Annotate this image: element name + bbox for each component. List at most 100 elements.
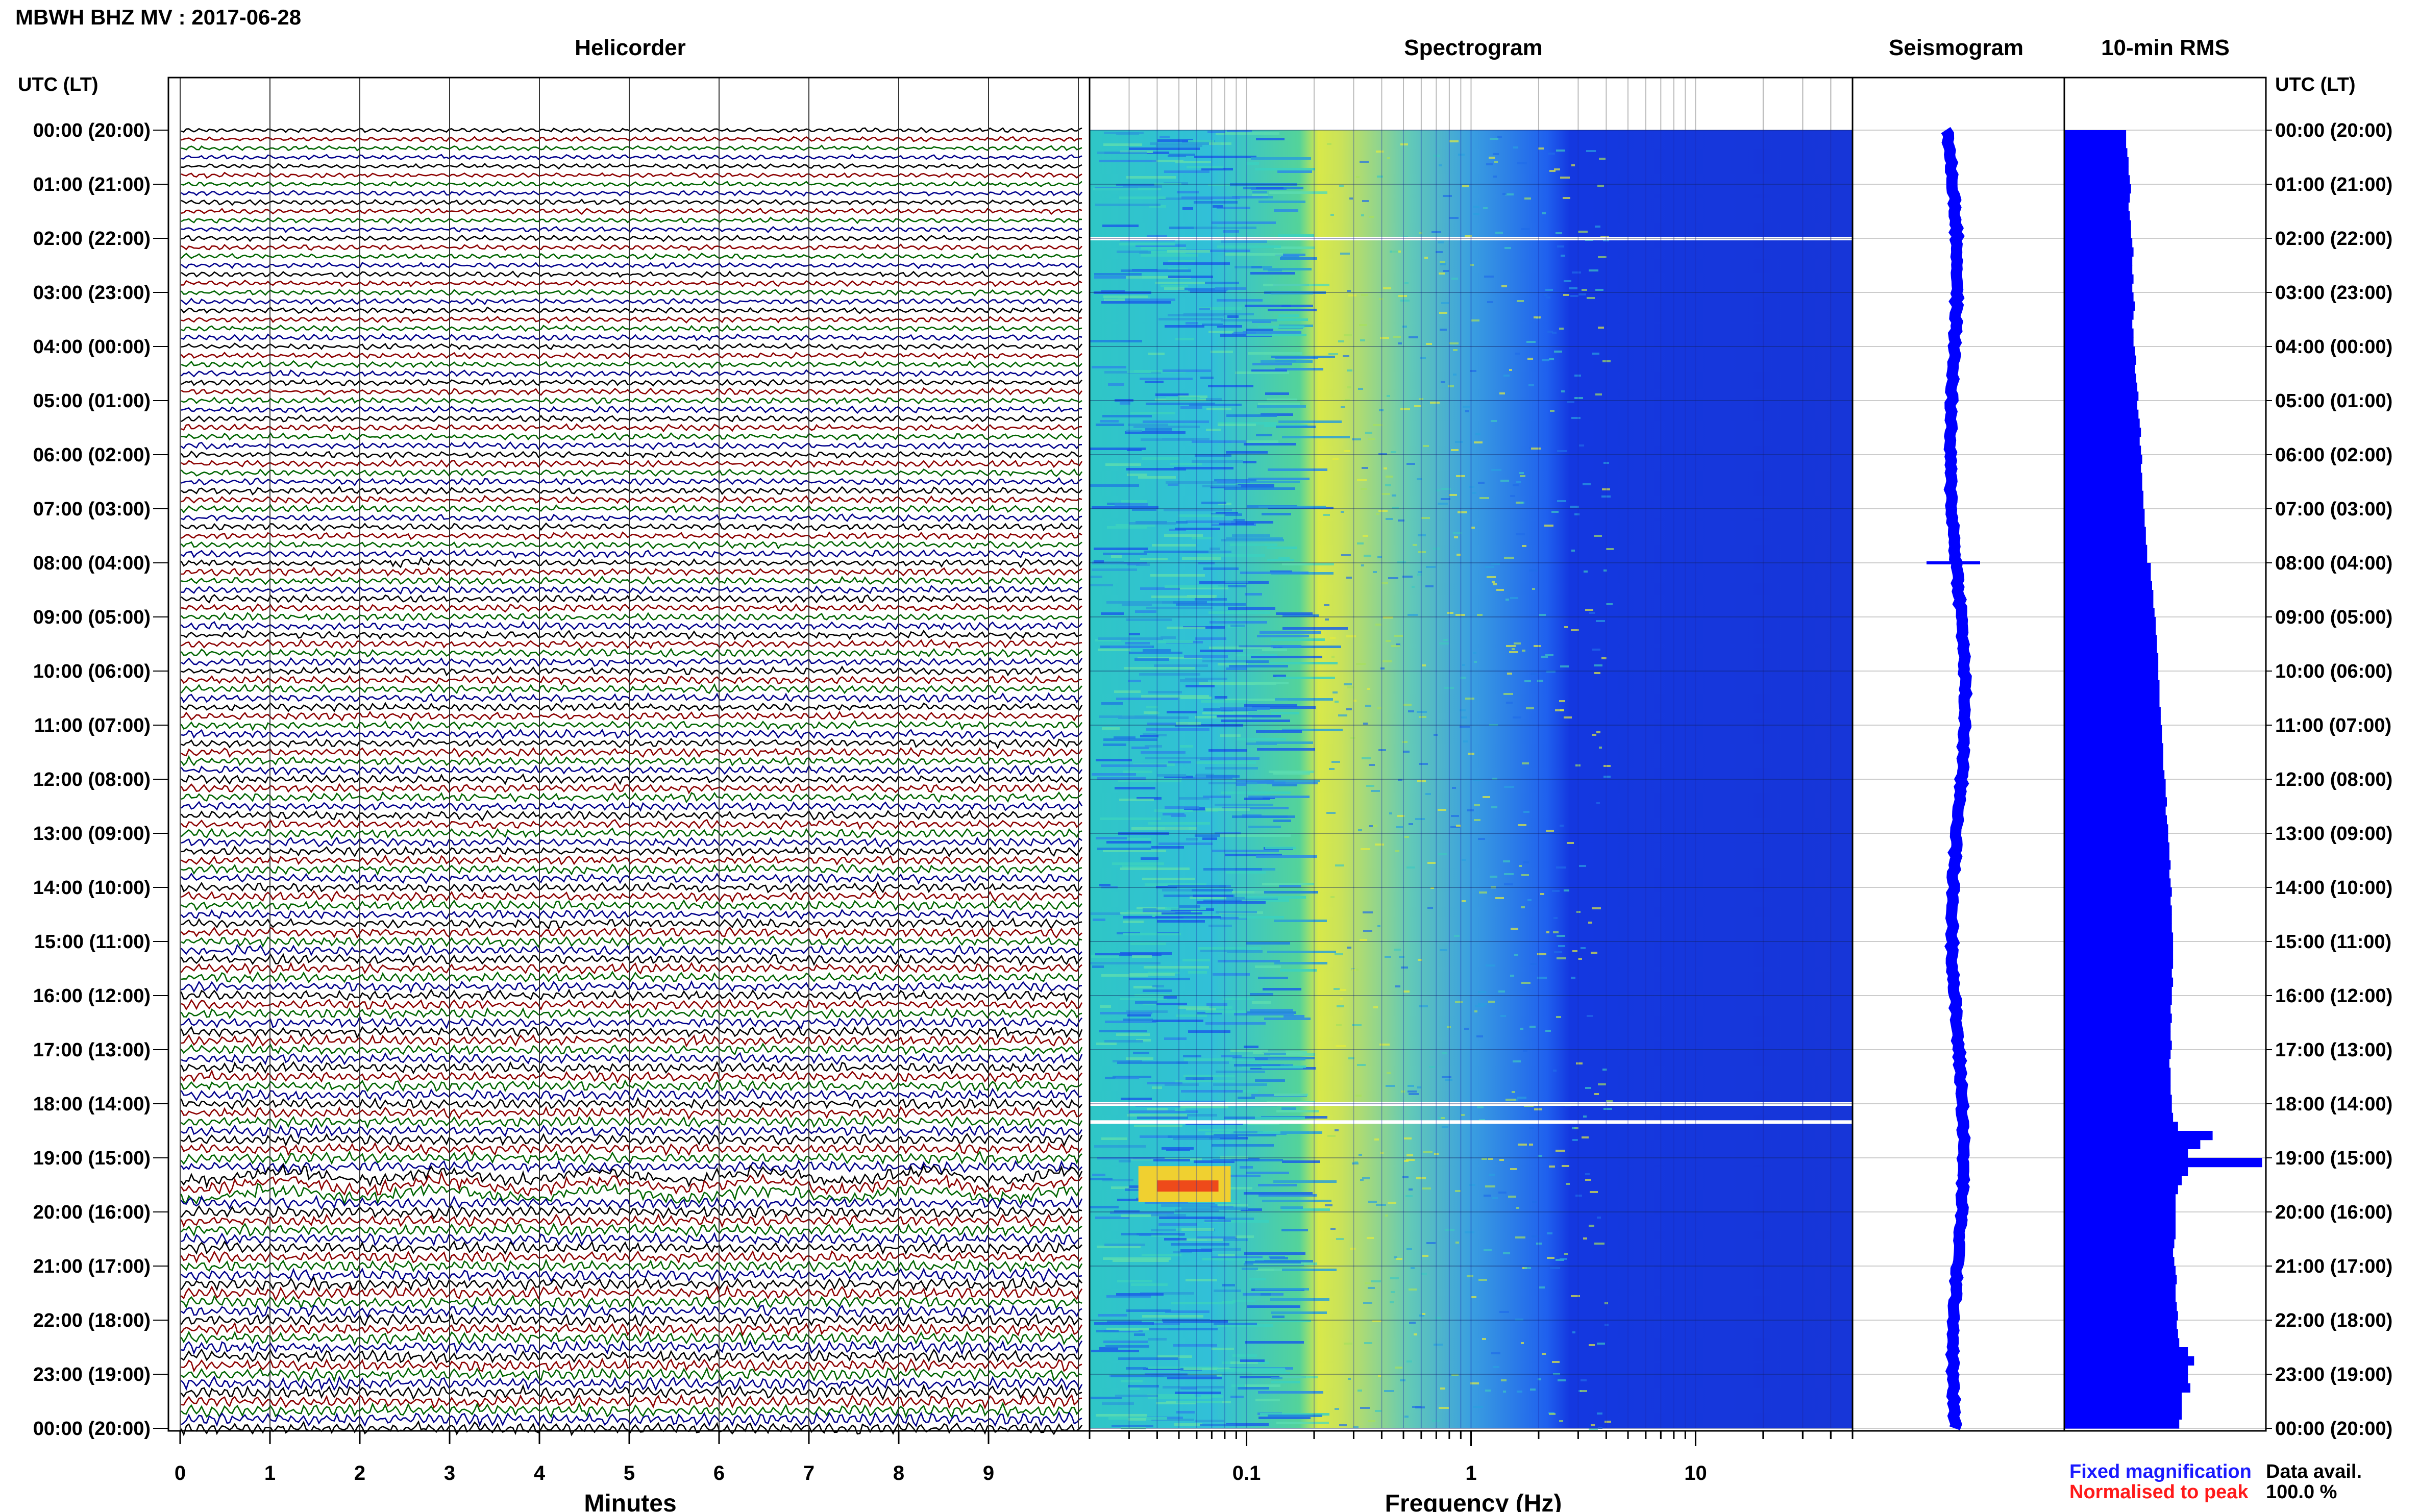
rms-bar	[2064, 130, 2127, 140]
spectrogram-speck	[1534, 316, 1541, 318]
helicorder-trace	[181, 1348, 1083, 1364]
spectrogram-speck	[1589, 1225, 1594, 1227]
spectrogram-streak	[1236, 738, 1286, 740]
spectrogram-streak	[1120, 952, 1172, 955]
spectrogram-streak	[1209, 142, 1231, 145]
spectrogram-speck	[1417, 711, 1427, 713]
spectrogram-streak	[1090, 1206, 1119, 1208]
spectrogram-streak	[1126, 618, 1172, 621]
spectrogram-streak	[1271, 292, 1313, 294]
spectrogram-streak	[1232, 534, 1270, 537]
spectrogram-streak	[1265, 392, 1289, 395]
spectrogram-speck	[1348, 1378, 1351, 1380]
time-label-right: 17:00 (13:00)	[2275, 1039, 2392, 1061]
spectrogram-streak	[1146, 706, 1158, 708]
spectrogram-streak	[1135, 610, 1156, 613]
spectrogram-gap	[1090, 1102, 1853, 1106]
spectrogram-streak	[1134, 1333, 1145, 1336]
time-label-left: 00:00 (20:00)	[33, 120, 151, 141]
spectrogram-speck	[1570, 506, 1579, 508]
spectrogram-streak	[1151, 1419, 1194, 1421]
spectrogram-speck	[1361, 564, 1364, 566]
spectrogram-streak	[1258, 326, 1304, 328]
spectrogram-speck	[1419, 763, 1428, 765]
time-label-right: 02:00 (22:00)	[2275, 228, 2392, 250]
spectrogram-speck	[1492, 1197, 1498, 1199]
spectrogram-streak	[1168, 155, 1186, 157]
time-label-left: 17:00 (13:00)	[33, 1039, 151, 1061]
spectrogram-streak	[1264, 1053, 1286, 1055]
spectrogram-speck	[1412, 1406, 1421, 1408]
helicorder-trace	[181, 575, 1082, 586]
spectrogram-speck	[1556, 232, 1562, 234]
spectrogram-streak	[1200, 650, 1243, 652]
helicorder-trace	[180, 675, 1082, 686]
spectrogram-streak	[1262, 513, 1291, 515]
spectrogram-streak	[1113, 1060, 1142, 1062]
minute-tick-label: 1	[264, 1462, 276, 1484]
spectrogram-speck	[1587, 1015, 1593, 1017]
spectrogram-speck	[1520, 1028, 1523, 1030]
spectrogram-speck	[1489, 1174, 1495, 1176]
spectrogram-streak	[1115, 399, 1133, 402]
spectrogram-speck	[1489, 724, 1498, 726]
spectrogram-speck	[1441, 498, 1450, 500]
spectrogram-streak	[1126, 468, 1186, 470]
spectrogram-streak	[1156, 886, 1177, 888]
spectrogram-streak	[1225, 253, 1283, 256]
spectrogram-streak	[1168, 761, 1191, 763]
spectrogram-speck	[1419, 1315, 1424, 1317]
spectrogram-streak	[1244, 1058, 1305, 1060]
spectrogram-speck	[1394, 1256, 1397, 1258]
helicorder-trace	[181, 162, 1082, 170]
spectrogram-speck	[1491, 420, 1497, 422]
rms-bar	[2064, 1085, 2171, 1095]
helicorder-trace	[181, 459, 1083, 469]
spectrogram-streak	[1208, 611, 1270, 614]
spectrogram-speck	[1542, 212, 1546, 214]
spectrogram-streak	[1132, 508, 1156, 511]
rms-bar	[2064, 1203, 2176, 1212]
spectrogram-streak	[1133, 986, 1156, 988]
spectrogram-speck	[1405, 1195, 1413, 1197]
spectrogram-speck	[1513, 716, 1521, 718]
spectrogram-speck	[1471, 527, 1475, 529]
spectrogram-streak	[1197, 901, 1266, 904]
spectrogram-speck	[1350, 737, 1355, 739]
spectrogram-streak	[1142, 878, 1195, 880]
spectrogram-streak	[1102, 1402, 1134, 1405]
spectrogram-streak	[1268, 1415, 1322, 1417]
spectrogram-streak	[1103, 738, 1157, 741]
spectrogram-streak	[1263, 196, 1273, 199]
spectrogram-speck	[1425, 585, 1434, 587]
time-label-right: 01:00 (21:00)	[2275, 174, 2392, 195]
spectrogram-speck	[1403, 990, 1410, 993]
spectrogram-streak	[1222, 1284, 1235, 1286]
spectrogram-speck	[1523, 861, 1529, 863]
spectrogram-speck	[1571, 550, 1575, 552]
rms-bar	[2064, 500, 2143, 509]
spectrogram-speck	[1576, 911, 1581, 913]
spectrogram-streak	[1256, 138, 1285, 140]
spectrogram-streak	[1232, 1354, 1257, 1357]
spectrogram-streak	[1211, 1006, 1232, 1009]
helicorder-trace	[181, 127, 1082, 134]
spectrogram-streak	[1220, 707, 1270, 710]
rms-bar	[2064, 1248, 2174, 1257]
spectrogram-streak	[1092, 506, 1158, 509]
spectrogram-streak	[1127, 563, 1140, 565]
spectrogram-streak	[1269, 771, 1314, 773]
spectrogram-streak	[1201, 168, 1233, 170]
spectrogram-streak	[1097, 848, 1151, 850]
spectrogram-speck	[1344, 1343, 1352, 1345]
spectrogram-streak	[1162, 601, 1207, 604]
time-label-right: 14:00 (10:00)	[2275, 877, 2392, 899]
spectrogram-speck	[1589, 612, 1595, 614]
spectrogram-streak	[1102, 225, 1139, 227]
spectrogram-speck	[1571, 1295, 1580, 1297]
spectrogram-streak	[1113, 1259, 1169, 1262]
spectrogram-speck	[1545, 1030, 1551, 1032]
helicorder-trace	[181, 980, 1082, 994]
spectrogram-speck	[1485, 566, 1494, 568]
spectrogram-speck	[1423, 445, 1429, 447]
